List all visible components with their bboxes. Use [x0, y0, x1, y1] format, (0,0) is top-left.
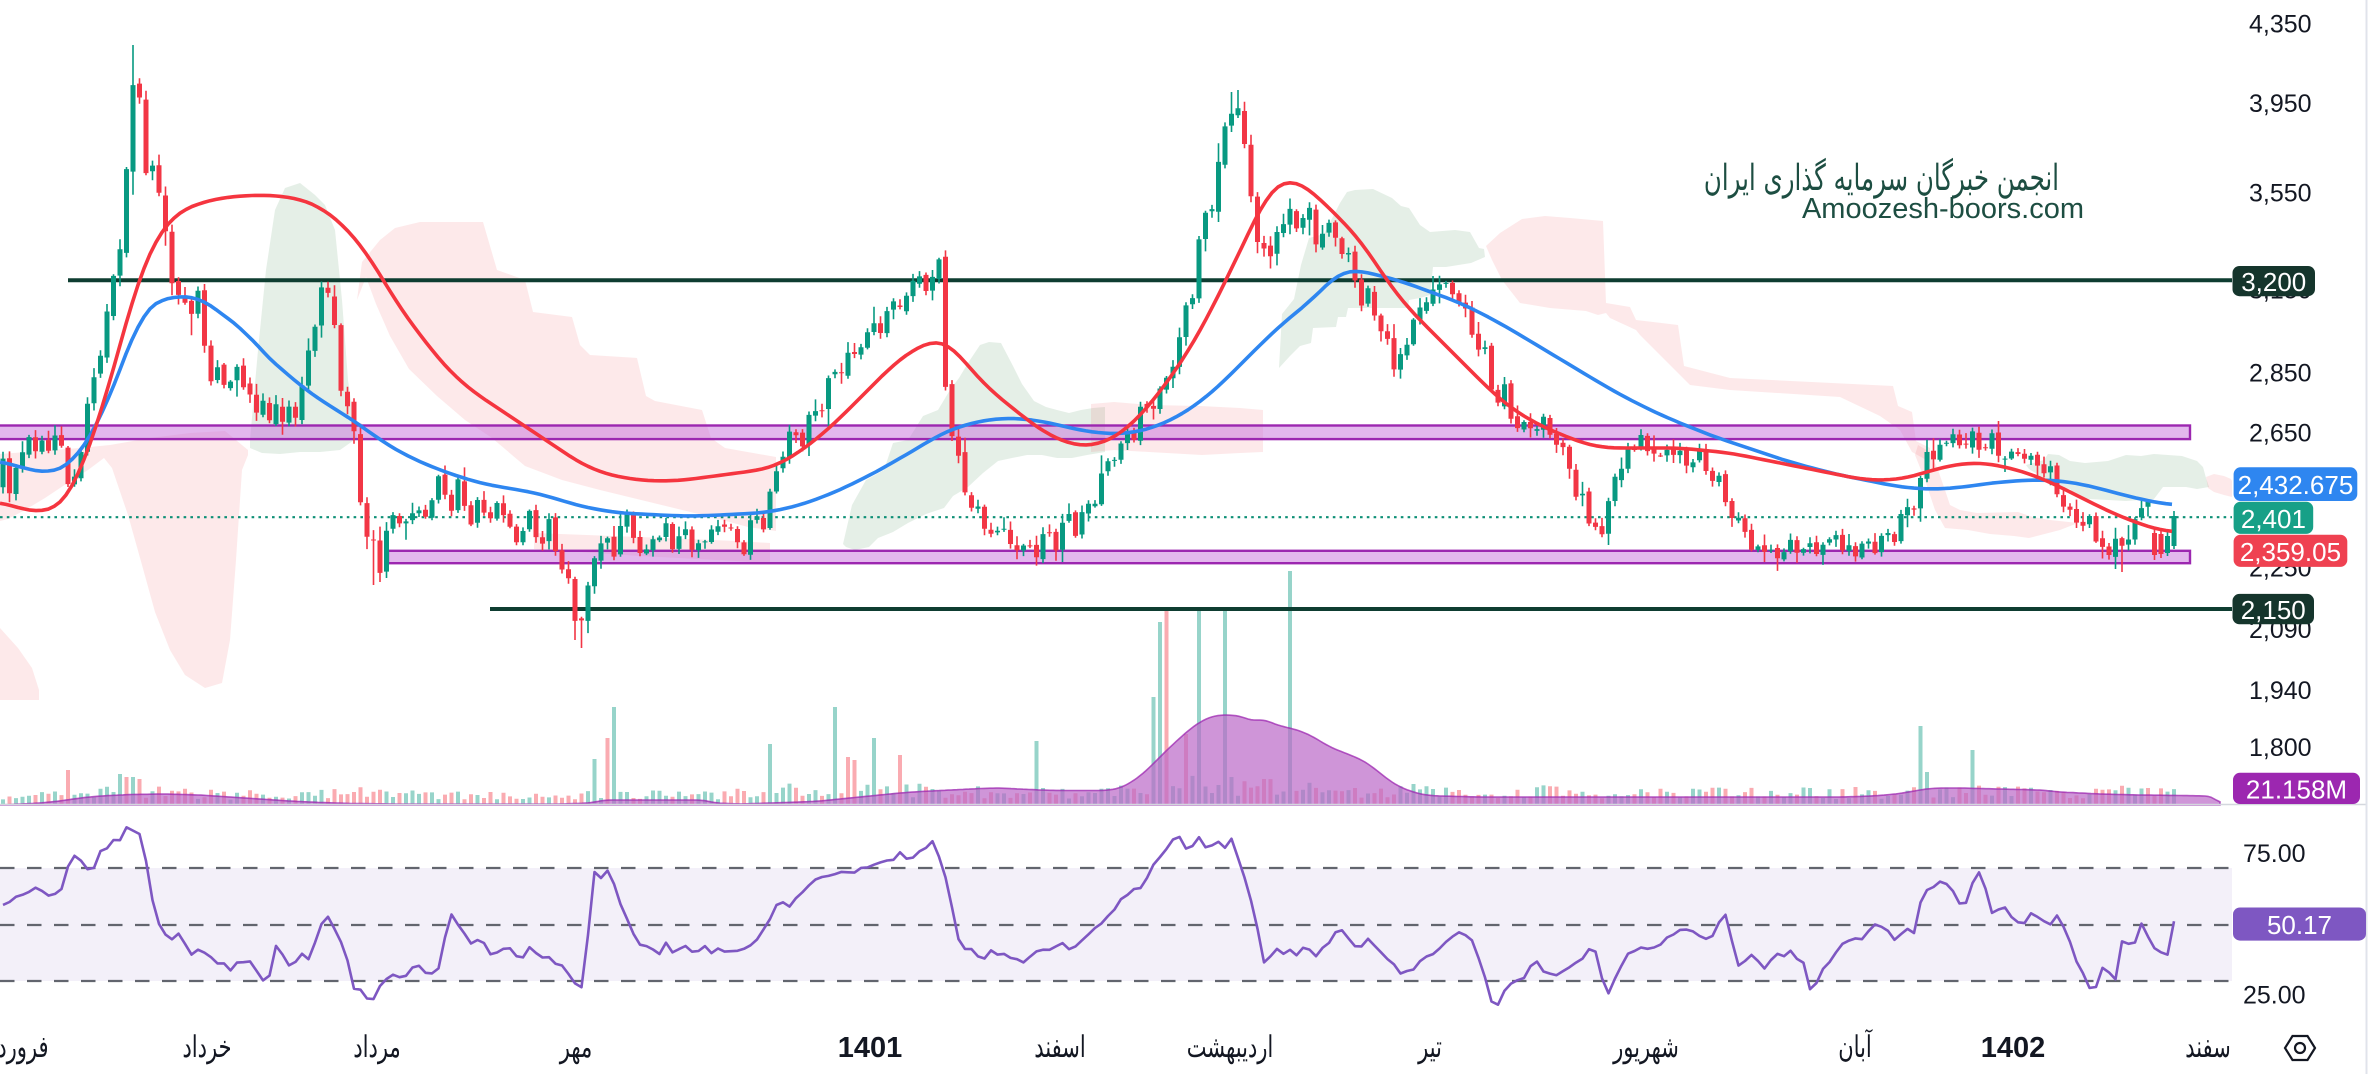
svg-text:21.158M: 21.158M: [2246, 774, 2347, 804]
svg-text:1,800: 1,800: [2249, 734, 2312, 762]
svg-text:75.00: 75.00: [2243, 840, 2306, 868]
svg-text:2,359.05: 2,359.05: [2240, 537, 2341, 567]
svg-text:3,550: 3,550: [2249, 179, 2312, 207]
svg-text:1402: 1402: [1981, 1032, 2046, 1064]
svg-text:2,401: 2,401: [2241, 504, 2306, 534]
svg-text:4,350: 4,350: [2249, 11, 2312, 39]
svg-text:Amoozesh-boors.com: Amoozesh-boors.com: [1802, 193, 2084, 225]
svg-text:2,850: 2,850: [2249, 359, 2312, 387]
svg-text:3,950: 3,950: [2249, 90, 2312, 118]
svg-text:1,940: 1,940: [2249, 677, 2312, 705]
svg-text:25.00: 25.00: [2243, 982, 2306, 1010]
svg-text:2,432.675: 2,432.675: [2238, 470, 2354, 500]
svg-text:1401: 1401: [838, 1032, 903, 1064]
svg-text:50.17: 50.17: [2267, 910, 2332, 940]
svg-text:3,200: 3,200: [2241, 267, 2306, 297]
svg-text:2,150: 2,150: [2241, 595, 2306, 625]
svg-text:2,650: 2,650: [2249, 419, 2312, 447]
